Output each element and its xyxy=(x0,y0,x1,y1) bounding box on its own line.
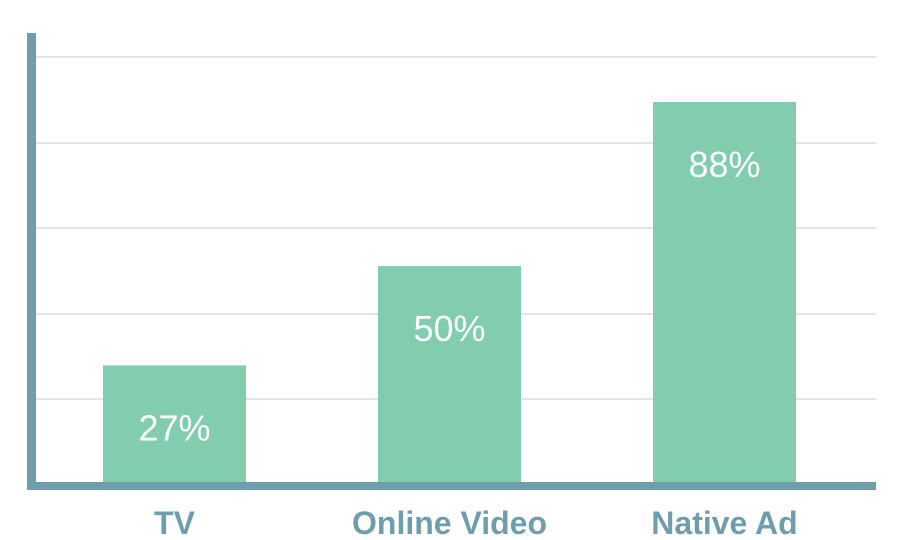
x-axis-line xyxy=(27,482,876,490)
category-label: TV xyxy=(154,505,196,540)
data-label: 50% xyxy=(413,308,485,349)
y-axis-line xyxy=(27,33,36,490)
data-labels: 27% 50% 88% xyxy=(138,144,760,448)
data-label: 88% xyxy=(688,144,760,185)
bar-1 xyxy=(378,266,521,482)
category-labels: TV Online Video Native Ad xyxy=(154,505,798,540)
bars xyxy=(103,102,796,483)
bar-0 xyxy=(103,365,246,482)
category-label: Online Video xyxy=(352,505,547,540)
bar-2 xyxy=(653,102,796,483)
data-label: 27% xyxy=(138,407,210,448)
category-label: Native Ad xyxy=(651,505,797,540)
